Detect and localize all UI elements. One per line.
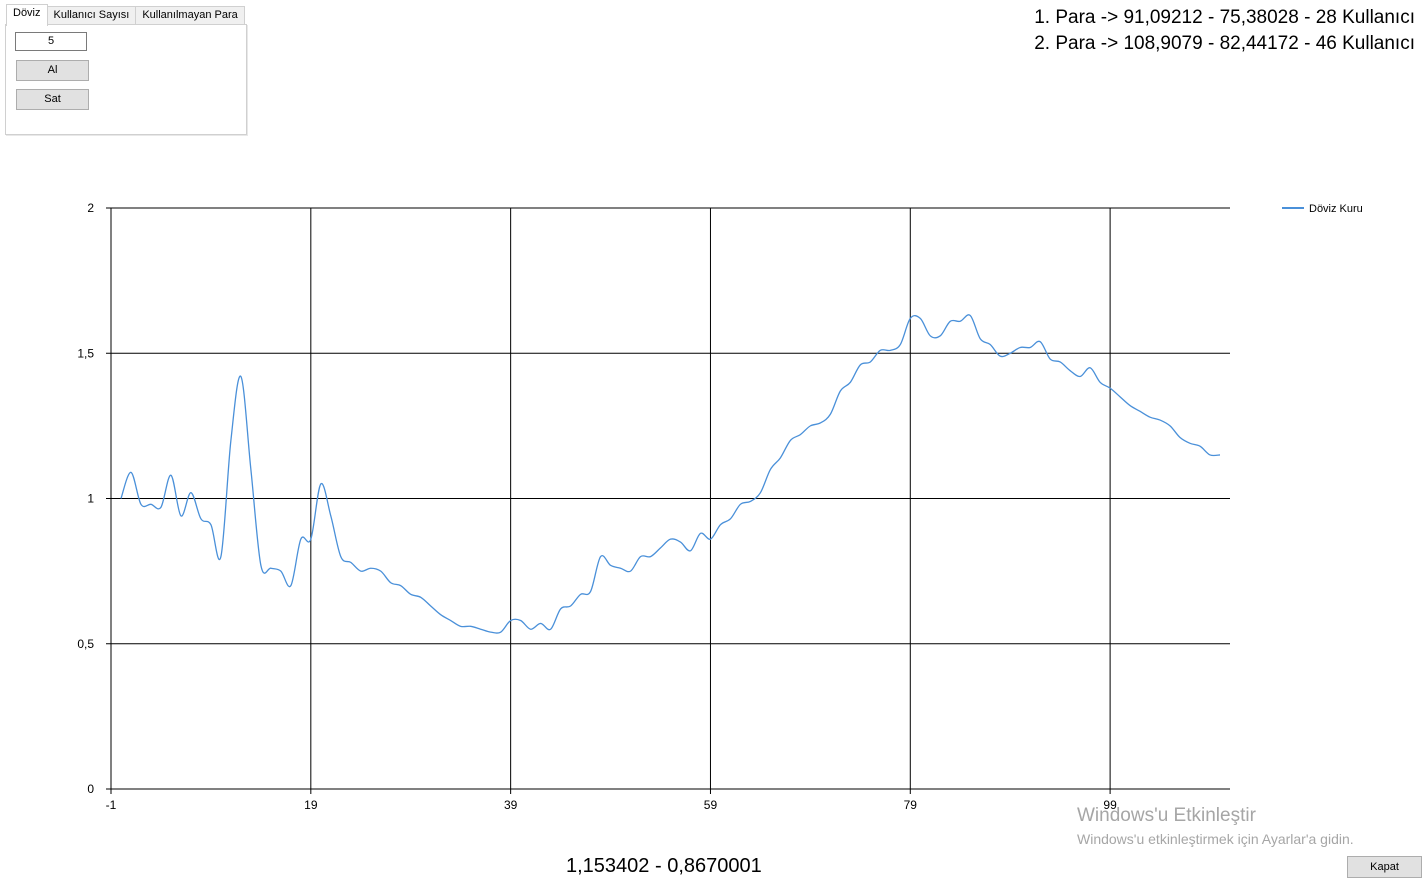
quantity-input[interactable] xyxy=(15,32,87,51)
x-tick-label: 99 xyxy=(1103,798,1117,812)
tab-doviz[interactable]: Döviz xyxy=(6,4,48,26)
rate-readout: 1,153402 - 0,8670001 xyxy=(566,855,762,877)
currency-info-line-1: 1. Para -> 91,09212 - 75,38028 - 28 Kull… xyxy=(1034,7,1415,28)
chart-axes: 0 0,5 1 1,5 2 -1 19 39 59 79 99 xyxy=(77,201,1230,812)
legend-label: Döviz Kuru xyxy=(1309,203,1363,215)
y-tick-label: 1,5 xyxy=(77,346,94,360)
series-line-doviz-kuru xyxy=(120,314,1221,634)
close-button[interactable]: Kapat xyxy=(1347,856,1422,878)
tab-strip: Döviz Kullanıcı Sayısı Kullanılmayan Par… xyxy=(6,4,245,26)
buy-button[interactable]: Al xyxy=(16,60,89,81)
y-tick-label: 1 xyxy=(87,492,94,506)
tab-kullanilmayan-para[interactable]: Kullanılmayan Para xyxy=(135,6,245,25)
y-tick-label: 0,5 xyxy=(77,637,94,651)
currency-info-line-2: 2. Para -> 108,9079 - 82,44172 - 46 Kull… xyxy=(1034,33,1415,54)
activation-watermark-title: Windows'u Etkinleştir xyxy=(1077,805,1256,826)
x-tick-label: -1 xyxy=(106,798,117,812)
chart-series xyxy=(120,314,1221,634)
currency-info: 1. Para -> 91,09212 - 75,38028 - 28 Kull… xyxy=(1034,5,1415,57)
activation-watermark-subtitle: Windows'u etkinleştirmek için Ayarlar'a … xyxy=(1077,831,1354,847)
chart-legend: Döviz Kuru xyxy=(1282,203,1363,215)
y-tick-label: 0 xyxy=(87,782,94,796)
tab-kullanici-sayisi[interactable]: Kullanıcı Sayısı xyxy=(46,6,137,25)
x-tick-label: 39 xyxy=(504,798,518,812)
x-tick-label: 59 xyxy=(704,798,718,812)
sell-button[interactable]: Sat xyxy=(16,89,89,110)
x-tick-label: 19 xyxy=(304,798,318,812)
y-tick-label: 2 xyxy=(87,201,94,215)
chart-grid xyxy=(106,207,1230,794)
x-tick-label: 79 xyxy=(904,798,918,812)
